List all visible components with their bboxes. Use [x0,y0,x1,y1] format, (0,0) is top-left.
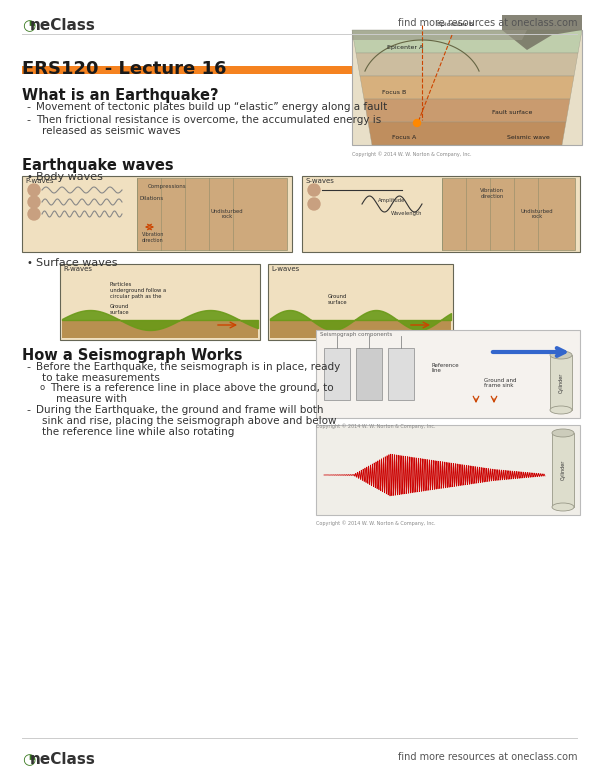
Text: Focus B: Focus B [382,90,406,95]
Polygon shape [356,53,578,76]
Text: released as seismic waves: released as seismic waves [42,126,180,136]
Bar [316,330,580,418]
Text: ERS120 - Lecture 16: ERS120 - Lecture 16 [22,60,227,78]
Text: Dilations: Dilations [140,196,164,201]
Text: Wavelength: Wavelength [392,211,423,216]
Text: find more resources at oneclass.com: find more resources at oneclass.com [397,18,577,28]
Bar [352,30,582,145]
Circle shape [28,196,40,208]
Text: measure with: measure with [56,394,127,404]
Ellipse shape [552,429,574,437]
Text: Before the Earthquake, the seismograph is in place, ready: Before the Earthquake, the seismograph i… [36,362,340,372]
Text: -: - [26,115,30,125]
Text: to take measurements: to take measurements [42,373,160,383]
Text: Copyright © 2014 W. W. Norton & Company, Inc.: Copyright © 2014 W. W. Norton & Company,… [316,423,436,429]
Text: What is an Earthquake?: What is an Earthquake? [22,88,218,103]
Bar [22,176,292,252]
Text: sink and rise, placing the seismograph above and below: sink and rise, placing the seismograph a… [42,416,337,426]
Text: Compressions: Compressions [148,184,186,189]
Text: ◔: ◔ [22,18,35,33]
Bar [324,348,350,400]
Text: -: - [26,405,30,415]
Polygon shape [352,30,527,40]
Text: Reference
line: Reference line [431,363,459,373]
Circle shape [28,184,40,196]
Text: Epicenter A: Epicenter A [387,45,423,50]
Text: Cylinder: Cylinder [560,460,565,480]
Polygon shape [368,122,566,145]
Circle shape [414,119,421,126]
Circle shape [308,198,320,210]
Bar [388,348,414,400]
Text: R-waves: R-waves [63,266,92,272]
Text: find more resources at oneclass.com: find more resources at oneclass.com [397,752,577,762]
Text: Earthquake waves: Earthquake waves [22,158,174,173]
Bar [552,433,574,507]
Text: P-waves: P-waves [25,178,54,184]
Polygon shape [364,99,570,122]
Text: -: - [26,102,30,112]
Bar [356,348,382,400]
Bar [62,320,258,338]
Text: -: - [26,362,30,372]
Text: Vibration
direction: Vibration direction [142,232,164,243]
Text: Focus A: Focus A [392,135,416,140]
Polygon shape [137,178,287,250]
Text: Ground
surface: Ground surface [328,294,347,305]
Text: Amplitude: Amplitude [378,198,406,203]
Text: ◔: ◔ [22,752,35,767]
Polygon shape [502,15,582,50]
Text: Fault surface: Fault surface [492,110,533,115]
Circle shape [28,208,40,220]
Bar [270,320,451,338]
Text: Vibration
direction: Vibration direction [480,188,504,199]
Text: the reference line while also rotating: the reference line while also rotating [42,427,234,437]
Text: neClass: neClass [30,752,96,767]
Text: Movement of tectonic plates build up “elastic” energy along a fault: Movement of tectonic plates build up “el… [36,102,387,112]
Text: •: • [26,172,32,182]
Text: o: o [40,383,45,392]
Text: Then frictional resistance is overcome, the accumulated energy is: Then frictional resistance is overcome, … [36,115,381,125]
Text: •: • [26,258,32,268]
Text: Ground and
frame sink: Ground and frame sink [484,377,516,388]
Polygon shape [352,30,582,53]
Text: Seismic wave: Seismic wave [507,135,550,140]
Ellipse shape [552,503,574,511]
Text: Copyright © 2014 W. W. Norton & Company, Inc.: Copyright © 2014 W. W. Norton & Company,… [352,151,471,156]
Text: Seismograph components: Seismograph components [320,332,392,337]
Bar [268,264,453,340]
Text: S-waves: S-waves [305,178,334,184]
Text: There is a reference line in place above the ground, to: There is a reference line in place above… [50,383,334,393]
Text: Particles
underground follow a
circular path as the: Particles underground follow a circular … [110,282,166,299]
Text: Undisturbed
rock: Undisturbed rock [211,209,243,219]
Text: Ground
surface: Ground surface [110,304,130,315]
Ellipse shape [550,351,572,359]
Polygon shape [360,76,574,99]
Text: L-waves: L-waves [271,266,299,272]
Bar [302,176,580,252]
Text: Epicenter B: Epicenter B [437,22,473,27]
Circle shape [308,184,320,196]
Text: Cylinder: Cylinder [559,373,563,393]
Text: During the Earthquake, the ground and frame will both: During the Earthquake, the ground and fr… [36,405,324,415]
Polygon shape [442,178,575,250]
Bar [60,264,260,340]
Text: Body waves: Body waves [36,172,103,182]
Text: neClass: neClass [30,18,96,33]
Text: Copyright © 2014 W. W. Norton & Company, Inc.: Copyright © 2014 W. W. Norton & Company,… [316,520,436,526]
Bar [550,355,572,410]
Text: Undisturbed
rock: Undisturbed rock [521,209,553,219]
Ellipse shape [550,406,572,414]
Bar [22,66,577,74]
Text: Surface waves: Surface waves [36,258,117,268]
Text: How a Seismograph Works: How a Seismograph Works [22,348,243,363]
Bar [316,425,580,515]
